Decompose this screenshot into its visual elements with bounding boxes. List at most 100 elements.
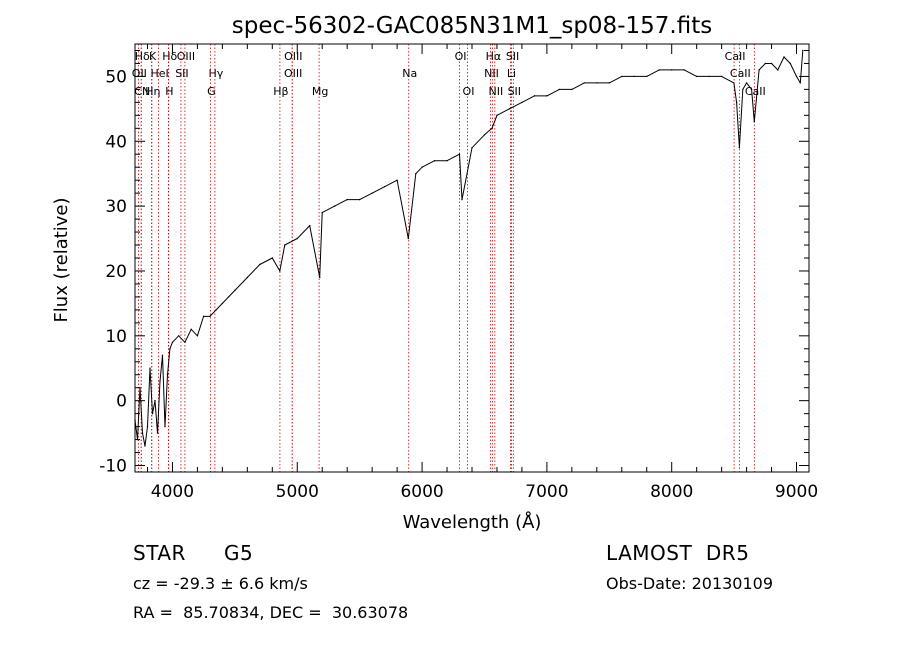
data-point [296,237,298,240]
data-point [596,82,598,84]
object-class: STAR [133,541,186,565]
data-point [770,62,773,65]
data-point [421,166,423,168]
y-tick-label: 20 [105,262,127,282]
data-point [720,75,723,78]
marker-label: OI [463,85,475,98]
data-point [571,88,573,91]
marker-label: CaII [725,50,746,63]
data-point [371,192,373,194]
data-point [708,75,710,78]
data-point [483,134,486,136]
x-tick-label: 9000 [775,482,818,502]
data-point [758,69,760,71]
marker-label: SII [175,67,188,80]
data-point [583,82,586,84]
data-point [777,69,779,71]
data-point [164,425,166,428]
data-point [177,335,180,337]
data-point [764,62,767,65]
data-point [196,335,199,337]
data-point [161,354,164,356]
data-point [184,341,186,344]
y-tick-label: 10 [105,327,127,347]
marker-label: Hα [486,50,502,63]
data-point [646,75,648,78]
data-point [753,121,756,123]
data-point [146,425,149,428]
data-point [166,374,169,376]
marker-label: OI [455,50,467,63]
marker-label: SII [506,50,519,63]
data-point [215,309,217,311]
y-tick-label: 30 [105,197,127,217]
data-point [735,101,738,104]
data-point [789,62,791,65]
radial-velocity: cz = -29.3 ± 6.6 km/s [133,574,308,593]
marker-label: G [207,85,216,98]
coordinates: RA = 85.70834, DEC = 30.63078 [133,603,409,622]
marker-label: Hη [145,85,160,98]
data-point [141,432,144,434]
marker-label: SII [508,85,521,98]
y-tick-label: 0 [116,392,127,412]
marker-label: OIII [284,67,302,80]
data-point [742,88,744,91]
marker-label: Hδ [135,50,150,63]
data-point [396,179,398,181]
data-point [156,432,159,434]
data-point [221,302,224,305]
data-point [154,399,156,402]
y-tick-label: 50 [105,67,127,87]
data-point [496,114,498,117]
data-point [234,289,236,292]
data-point [346,198,348,201]
marker-label: CN [134,85,150,98]
x-tick-label: 5000 [276,482,319,502]
observation-date: Obs-Date: 20130109 [606,574,774,593]
x-tick-label: 6000 [400,482,443,502]
data-point [471,147,473,149]
data-point [159,380,161,382]
y-tick-label: -10 [99,457,127,477]
data-point [144,445,146,447]
data-point [633,75,635,78]
marker-label: K [149,50,157,63]
spectrum-line [134,50,804,447]
data-point [383,185,386,188]
marker-label: NII [484,67,499,80]
data-point [319,276,321,279]
data-point [683,69,685,71]
marker-label: CaII [730,67,751,80]
marker-label: Hβ [273,85,288,98]
data-point [738,147,741,149]
data-point [461,198,463,201]
marker-label: OIII [177,50,195,63]
marker-label: NII [488,85,503,98]
data-point [227,296,230,298]
marker-label: H [165,85,173,98]
data-point [169,348,171,350]
chart-title: spec-56302-GAC085N31M1_sp08-157.fits [232,13,712,39]
data-point [279,270,281,272]
data-point [171,341,174,344]
data-point [558,88,561,91]
survey-name: LAMOST DR5 [606,541,750,565]
data-point [209,315,211,318]
data-point [149,367,151,369]
data-point [446,160,448,162]
marker-label: OII [132,67,147,80]
data-point [750,88,753,91]
object-subclass: G5 [224,541,254,565]
data-point [491,127,493,130]
data-point [259,263,261,266]
marker-label: HeI [150,67,168,80]
data-point [799,82,801,84]
x-tick-label: 4000 [151,482,194,502]
data-point [508,108,511,110]
data-point [458,153,461,155]
data-point [533,95,536,97]
data-point [433,160,436,162]
data-point [745,82,748,84]
